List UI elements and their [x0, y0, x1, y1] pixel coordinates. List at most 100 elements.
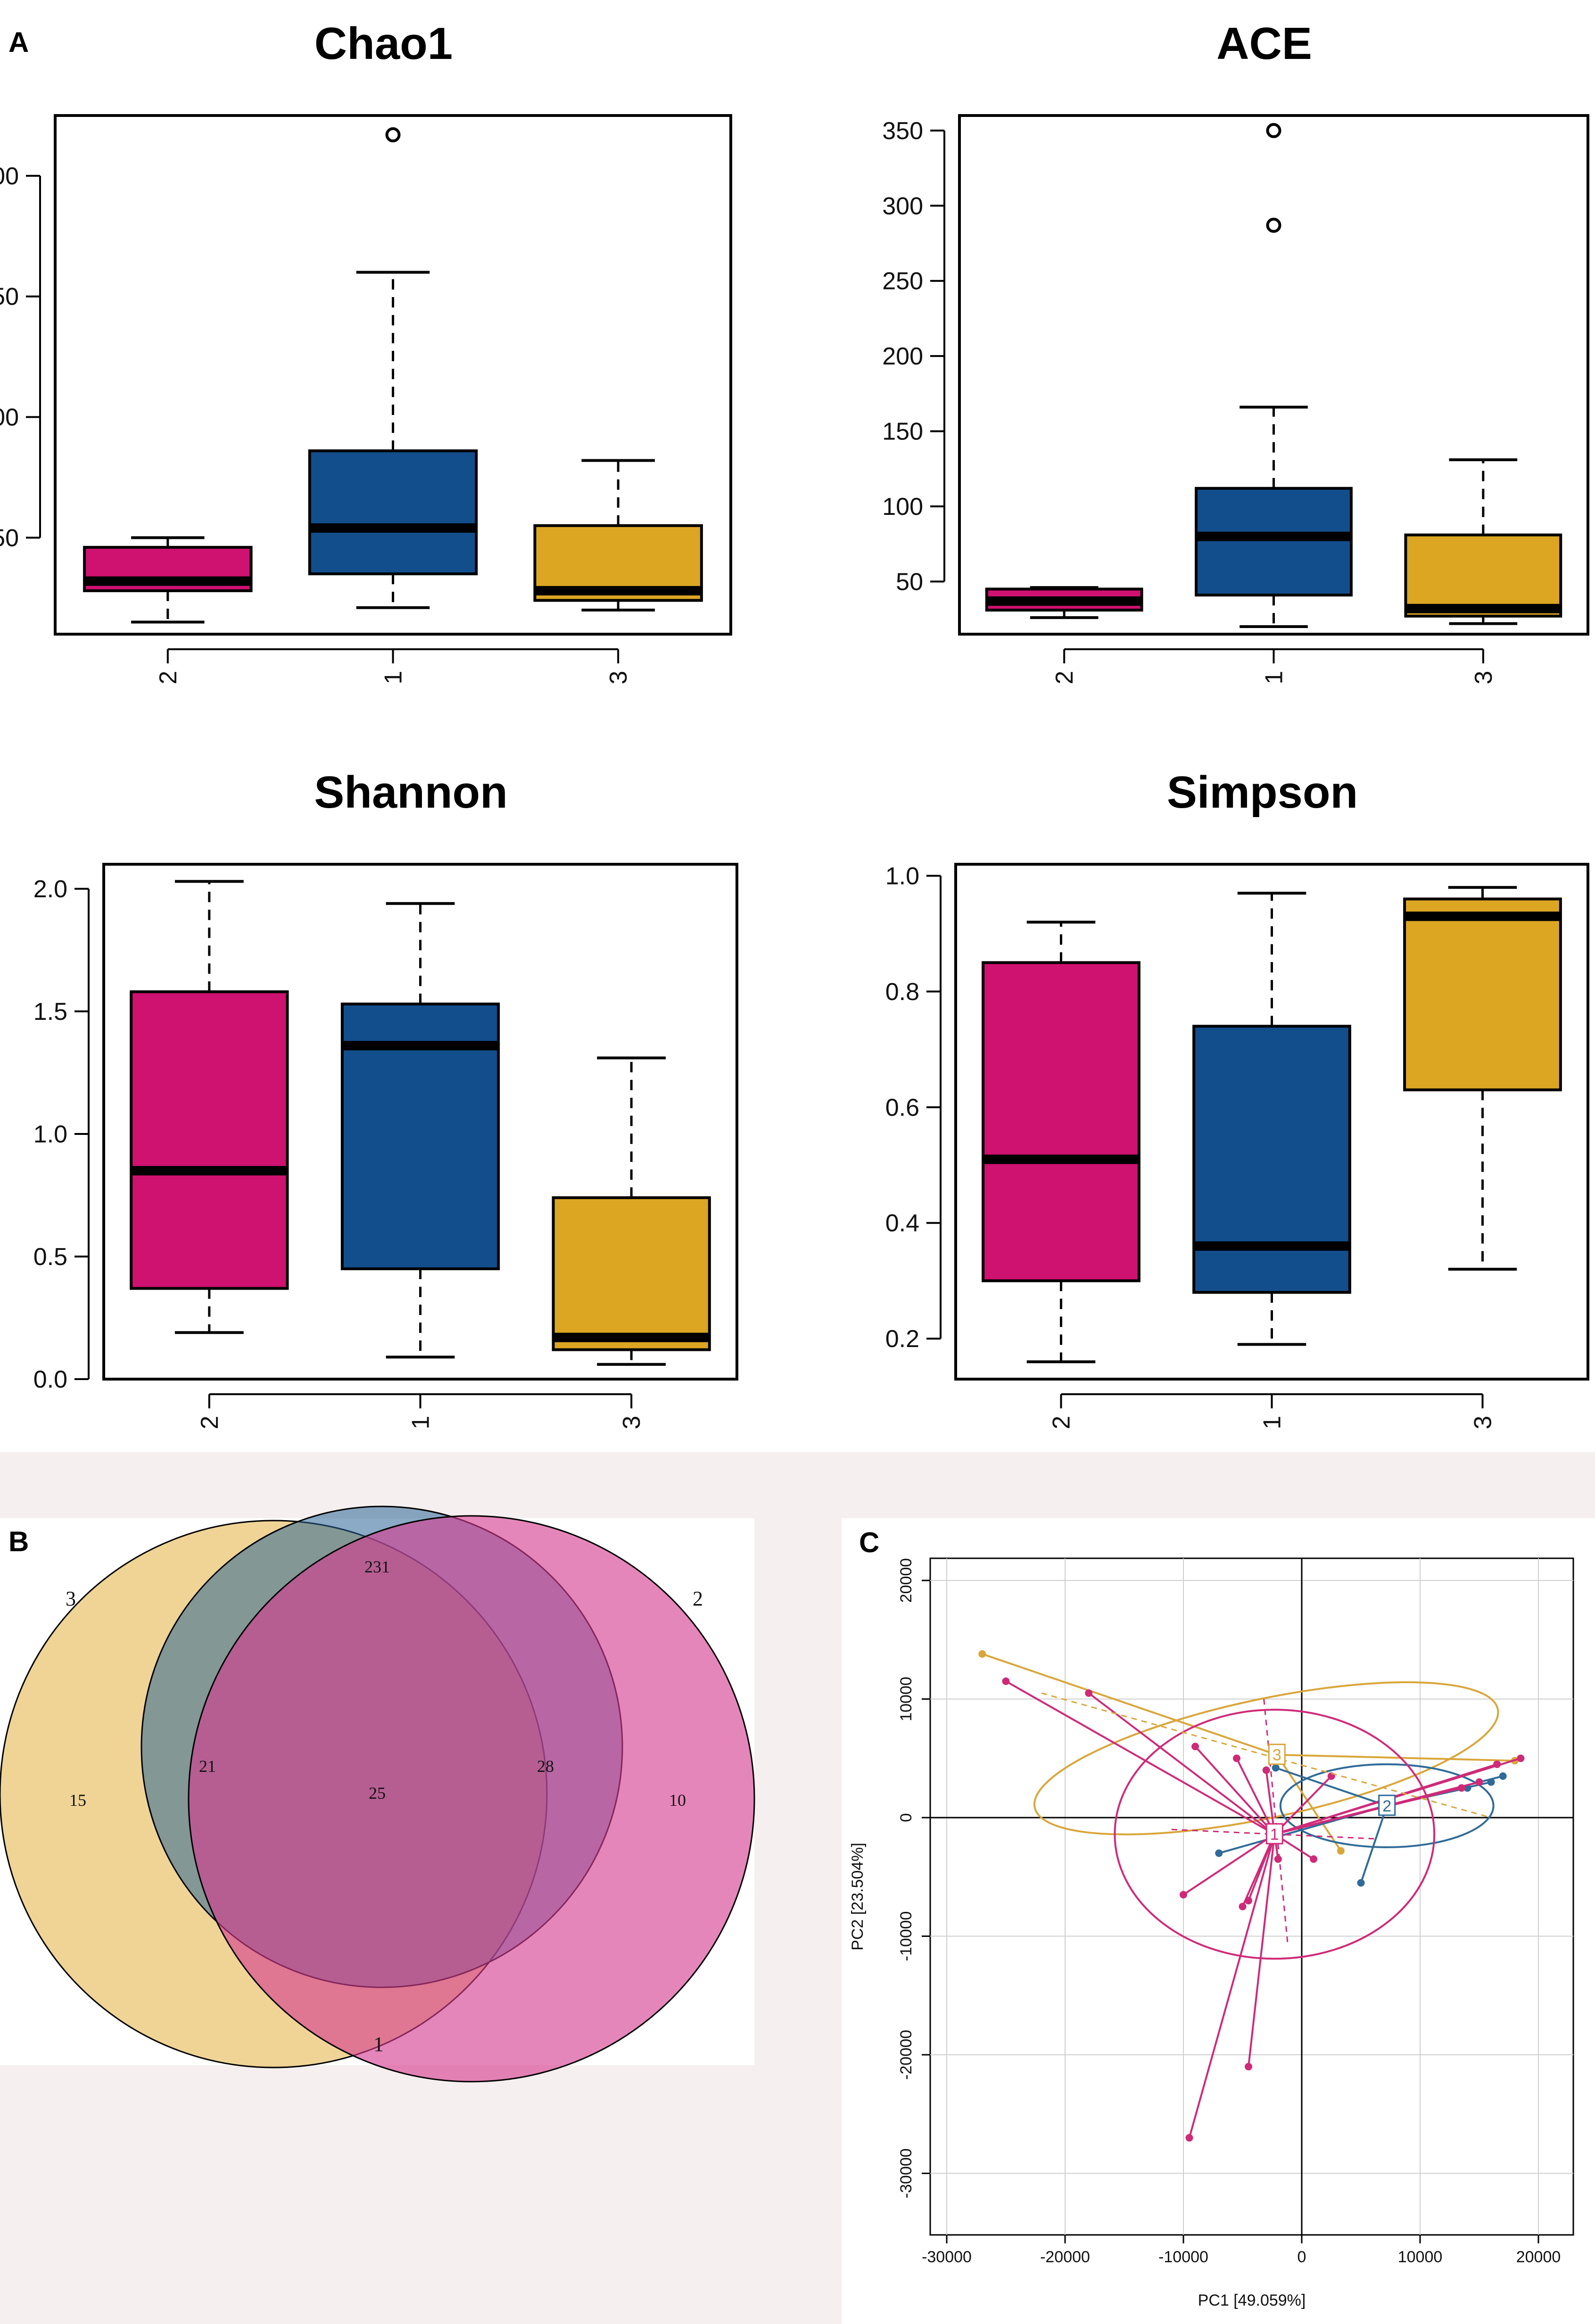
- x-tick-label: 1: [380, 671, 407, 685]
- confidence-ellipse: [1279, 1763, 1495, 1848]
- box-group-1: [1195, 487, 1353, 597]
- sample-point: [1232, 1754, 1240, 1762]
- venn-set-label-2: 2: [693, 1587, 703, 1610]
- spider-line: [1194, 1745, 1275, 1835]
- chart-title-chao1: Chao1: [314, 18, 453, 69]
- y-tick-label: 0: [897, 1813, 915, 1822]
- box-group-1: [308, 449, 478, 576]
- spider-line: [1274, 1757, 1521, 1836]
- venn-region-only-1: 231: [364, 1557, 390, 1576]
- y-tick-label: 0.0: [33, 1366, 67, 1393]
- x-tick-label: 3: [1470, 671, 1497, 685]
- box-group-3: [1404, 533, 1562, 618]
- y-tick-label: -20000: [897, 2030, 915, 2080]
- box-group-2: [982, 961, 1140, 1282]
- spider-line: [1005, 1680, 1275, 1835]
- y-tick-label: 100: [0, 404, 19, 431]
- x-tick-label: 2: [196, 1416, 223, 1430]
- spider-line: [1236, 1758, 1276, 1835]
- sample-point: [1262, 1766, 1270, 1774]
- venn-set-label-1: 1: [373, 2033, 384, 2056]
- venn-region-1-and-2: 28: [537, 1757, 554, 1776]
- sample-point: [1191, 1743, 1199, 1751]
- panel-label-b: B: [8, 1526, 29, 1557]
- y-tick-label: 50: [0, 524, 19, 552]
- chart-title-simpson: Simpson: [1167, 767, 1358, 818]
- spider-line: [1188, 1834, 1276, 2138]
- plot-frame: [954, 863, 1589, 1381]
- venn-region-only-2: 10: [669, 1791, 686, 1810]
- chart-title-shannon: Shannon: [314, 767, 508, 818]
- boxplot-chao1: Chao1 50 100 150 200 2 1 3: [0, 18, 732, 685]
- x-tick-label: 0: [1297, 2248, 1306, 2266]
- y-tick-label: 100: [882, 493, 923, 521]
- sample-point: [1272, 1764, 1280, 1772]
- centroid-label-3: 3: [1273, 1746, 1281, 1764]
- venn-region-3-and-1: 21: [199, 1757, 216, 1776]
- centroid-box: [1378, 1795, 1396, 1816]
- spider-line: [982, 1653, 1277, 1756]
- y-tick-label: 150: [882, 418, 923, 446]
- y-axis-title: PC2 [23.504%]: [849, 1843, 867, 1951]
- sample-point: [1337, 1847, 1345, 1855]
- sample-point: [1245, 2063, 1253, 2071]
- y-tick-label: 1.5: [33, 998, 67, 1026]
- x-tick-label: 1: [1261, 671, 1288, 685]
- spider-line: [1274, 1781, 1479, 1836]
- y-tick-label: 350: [882, 117, 923, 145]
- y-tick-label: 0.6: [885, 1094, 919, 1121]
- spider-line: [1241, 1834, 1276, 1907]
- boxplot-ace: ACE 50 100 150 200 250 300 350 2 1 3: [882, 18, 1589, 685]
- sample-point: [1487, 1778, 1495, 1786]
- x-tick-label: -20000: [1040, 2248, 1090, 2266]
- outlier-point: [1266, 123, 1281, 138]
- centroid-box: [1268, 1744, 1286, 1765]
- ellipse-axis-group-3: [1041, 1692, 1492, 1819]
- x-tick-label: 3: [618, 1416, 645, 1430]
- box-group-3: [552, 1196, 711, 1351]
- plot-frame: [958, 114, 1589, 636]
- y-tick-label: 1.0: [33, 1121, 67, 1148]
- y-tick-label: -30000: [897, 2149, 915, 2199]
- y-tick-label: 200: [0, 163, 19, 190]
- pca-group-3: [978, 1650, 1519, 1855]
- sample-point: [1239, 1902, 1247, 1910]
- x-tick-label: 10000: [1398, 2248, 1443, 2266]
- spider-line: [1276, 1754, 1342, 1852]
- spider-line: [1248, 1834, 1276, 2067]
- sample-point: [1215, 1849, 1223, 1857]
- sample-point: [1475, 1778, 1483, 1786]
- boxplot-shannon: Shannon 0.0 0.5 1.0 1.5 2.0 2 1 3: [33, 767, 738, 1430]
- spider-line: [1360, 1805, 1388, 1883]
- plot-frame: [54, 114, 732, 636]
- y-tick-label: 300: [882, 192, 923, 220]
- x-tick-label: 1: [407, 1416, 435, 1430]
- spider-line: [1182, 1833, 1275, 1896]
- spider-line: [1275, 1767, 1388, 1807]
- y-tick-label: 0.5: [33, 1243, 67, 1271]
- venn-region-all: 25: [369, 1784, 386, 1803]
- x-tick-label: 2: [1048, 1416, 1075, 1430]
- box-group-1: [1192, 1025, 1351, 1294]
- sample-point: [1085, 1689, 1093, 1697]
- venn-set-label-3: 3: [66, 1587, 76, 1610]
- y-tick-label: 0.4: [885, 1210, 919, 1237]
- spider-line: [1277, 1753, 1515, 1762]
- sample-point: [1002, 1677, 1010, 1685]
- y-tick-label: 0.2: [885, 1325, 919, 1353]
- y-tick-label: 10000: [897, 1677, 915, 1721]
- confidence-ellipse: [1114, 1709, 1436, 1960]
- sample-point: [1499, 1772, 1507, 1780]
- spider-line: [1273, 1775, 1332, 1835]
- sample-point: [1274, 1855, 1282, 1863]
- outlier-point: [385, 127, 401, 142]
- x-tick-label: 2: [155, 671, 182, 685]
- box-group-3: [1403, 897, 1562, 1092]
- spider-line: [1088, 1692, 1275, 1835]
- x-tick-label: 3: [1470, 1416, 1497, 1430]
- ellipse-axis-group-1: [1171, 1828, 1379, 1840]
- outlier-point: [1266, 217, 1281, 233]
- sample-point: [1245, 1897, 1253, 1905]
- y-tick-label: 250: [882, 268, 923, 295]
